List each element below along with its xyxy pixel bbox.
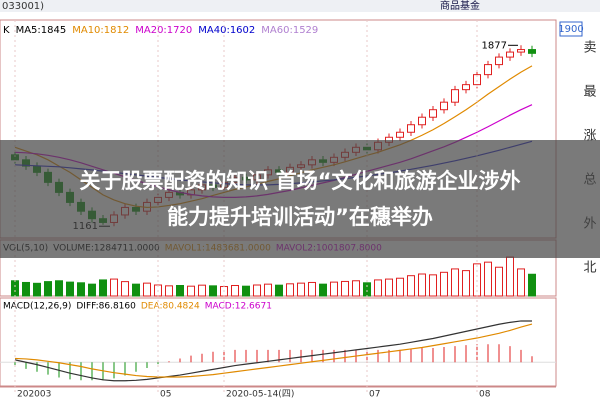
volume-bar [363, 282, 371, 297]
volume-bar [297, 282, 305, 297]
candle-body [418, 116, 426, 126]
volume-bar [209, 285, 217, 297]
x-tick-label: 07 [369, 390, 380, 400]
ma-label: MA20:1720 [135, 25, 192, 36]
macd-item: DEA:80.4824 [141, 302, 200, 312]
volume-bar [396, 277, 404, 297]
volume-bar [33, 282, 41, 297]
volume-bar [165, 285, 173, 297]
price-box-text: 1900 [558, 24, 583, 35]
candle-body [396, 131, 404, 138]
candle-body [484, 64, 492, 76]
volume-bar [407, 275, 415, 297]
high-label: 1877 [482, 40, 507, 51]
volume-bar [319, 283, 327, 297]
volume-bar [528, 273, 536, 297]
volume-bar [506, 256, 514, 297]
header-code: 033001) [2, 1, 44, 12]
volume-bar [143, 282, 151, 297]
candle-body [517, 49, 525, 53]
volume-bar [275, 284, 283, 297]
volume-bar [242, 285, 250, 297]
candle-body [473, 74, 481, 86]
volume-bar [55, 280, 63, 297]
candle-body [495, 56, 503, 66]
volume-bar [451, 268, 459, 297]
candle-body [429, 109, 437, 118]
banner [0, 140, 600, 258]
volume-bar [330, 281, 338, 297]
price-box [559, 21, 583, 37]
banner-line: 能力提升培训活动”在穗举办 [167, 205, 433, 229]
x-tick-label: 202003 [17, 390, 51, 400]
volume-bar [88, 283, 96, 297]
volume-bar [264, 283, 272, 297]
candle-body [440, 101, 448, 111]
dea-line [14, 323, 533, 378]
volume-bar [341, 280, 349, 297]
diff-line [14, 320, 533, 382]
header-bar [0, 0, 600, 12]
sidebar-item: 北 [583, 261, 596, 276]
volume-bar [231, 285, 239, 297]
sidebar-item: 卖 [583, 41, 596, 56]
volume-bar [517, 268, 525, 297]
volume-bar [44, 281, 52, 297]
candle-body [462, 84, 470, 91]
volume-bar [440, 271, 448, 297]
ma-label: MA40:1602 [198, 25, 255, 36]
volume-bar [176, 285, 184, 297]
volume-bar [286, 283, 294, 297]
ma-label: MA5:1845 [16, 25, 67, 36]
volume-bar [66, 281, 74, 297]
macd-item: MACD:12.6671 [205, 302, 272, 312]
volume-bar [11, 280, 19, 297]
macd-label: MACD(12,26,9) [3, 302, 71, 312]
x-tick-label: 05 [160, 390, 171, 400]
ma-label: MA10:1812 [72, 25, 129, 36]
volume-bar [253, 284, 261, 297]
volume-bar [22, 281, 30, 297]
volume-bar [121, 281, 129, 297]
ma-label: MA60:1529 [261, 25, 318, 36]
ma-label: K [3, 25, 10, 36]
x-tick-label: 2020-05-14(四) [226, 390, 294, 400]
x-tick-label: 08 [479, 390, 491, 400]
volume-bar [110, 278, 118, 297]
candle-body [528, 49, 536, 54]
menu-item[interactable]: 商品基金 [440, 0, 480, 12]
candle-body [506, 51, 514, 58]
banner-line: 关于股票配资的知识 首场“文化和旅游企业涉外 [79, 169, 520, 193]
macd-panel [0, 297, 557, 387]
volume-bar [495, 266, 503, 297]
sidebar-item: 涨 [583, 129, 596, 144]
macd-item: DIFF:86.8160 [76, 302, 136, 312]
volume-bar [374, 279, 382, 297]
sidebar-item: 最 [583, 85, 596, 100]
candle-body [407, 124, 415, 133]
volume-bar [352, 280, 360, 297]
volume-bar [132, 283, 140, 297]
volume-bar [484, 261, 492, 297]
volume-bar [429, 274, 437, 297]
volume-bar [418, 273, 426, 297]
volume-bar [99, 279, 107, 297]
volume-bar [77, 282, 85, 297]
volume-bar [308, 281, 316, 297]
volume-bar [187, 285, 195, 297]
candle-body [451, 89, 459, 103]
volume-bar [385, 278, 393, 297]
volume-bar [198, 284, 206, 297]
volume-bar [462, 270, 470, 297]
